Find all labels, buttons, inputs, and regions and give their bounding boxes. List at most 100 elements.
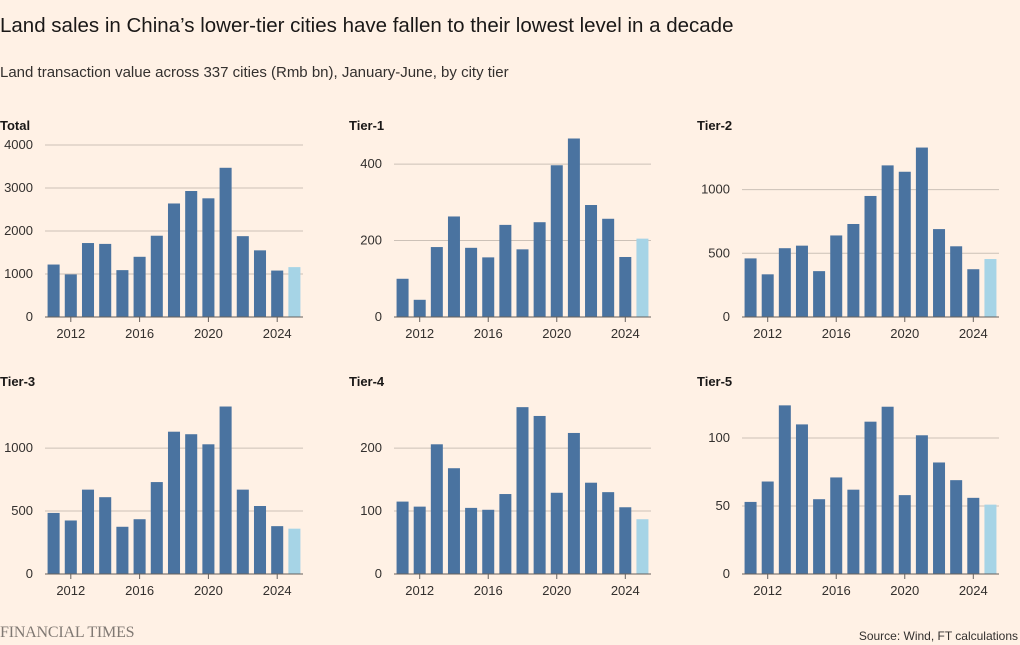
bar-2015 [813,271,826,317]
bar-2012 [413,299,426,317]
bar-2020 [202,444,215,574]
bar-2022 [585,482,598,574]
bar-2019 [881,165,894,317]
bar-2018 [516,407,529,574]
bar-2025 [984,504,997,574]
bar-2021 [219,167,232,317]
bar-2023 [602,492,615,574]
bar-2013 [778,405,791,574]
x-tick-label: 2020 [890,326,919,341]
bar-2023 [253,250,267,317]
bar-2012 [761,274,774,317]
bar-2024 [967,497,980,574]
bar-2024 [967,269,980,317]
bar-2015 [465,247,478,317]
x-tick-label: 2020 [194,583,223,598]
panel-tier-3: Tier-3 0 500 1000 2012 2016 2020 2024 [0,374,303,598]
panel-tier-2: Tier-2 0 500 1000 2012 2016 2020 2024 [697,118,999,341]
y-tick-label: 4000 [4,137,33,152]
y-tick-label: 0 [26,309,33,324]
bar-2014 [795,245,808,317]
bar-2019 [185,191,198,317]
bar-2013 [778,248,791,317]
x-tick-label: 2016 [822,583,851,598]
chart-subtitle: Land transaction value across 337 cities… [0,64,509,81]
bar-2019 [533,415,546,574]
bar-2012 [413,506,426,574]
bar-2025 [288,528,301,574]
panel-title: Tier-2 [697,118,732,133]
x-tick-label: 2016 [474,326,503,341]
bar-2023 [253,506,267,574]
y-tick-label: 500 [11,503,33,518]
bar-2018 [864,421,877,574]
x-tick-label: 2024 [263,326,292,341]
x-tick-label: 2020 [194,326,223,341]
bar-2020 [550,165,563,317]
bar-2017 [499,494,512,574]
bar-2016 [133,256,146,317]
bar-2025 [984,259,997,317]
bar-2011 [744,501,757,574]
x-tick-label: 2012 [753,583,782,598]
y-tick-label: 1000 [4,440,33,455]
bar-2023 [950,480,963,574]
x-tick-label: 2024 [611,326,640,341]
bar-2020 [898,495,911,574]
x-tick-label: 2020 [542,326,571,341]
ft-logo: FINANCIAL TIMES [0,624,135,641]
x-tick-label: 2024 [263,583,292,598]
bar-2019 [881,406,894,574]
y-tick-label: 0 [723,309,730,324]
x-tick-label: 2012 [753,326,782,341]
x-tick-label: 2016 [125,326,154,341]
bar-2020 [202,198,215,317]
panel-title: Tier-5 [697,374,732,389]
bar-2024 [271,270,284,317]
bar-2013 [430,247,443,317]
bar-2014 [795,424,808,574]
x-tick-label: 2012 [405,583,434,598]
bar-2018 [167,431,181,574]
y-tick-label: 400 [360,156,382,171]
bar-2011 [396,278,409,317]
x-tick-label: 2012 [56,583,85,598]
y-tick-label: 1000 [4,266,33,281]
x-tick-label: 2012 [405,326,434,341]
bar-2012 [64,520,77,574]
y-tick-label: 2000 [4,223,33,238]
bar-2025 [636,238,649,317]
bar-2021 [567,138,580,317]
bar-2016 [133,519,146,574]
y-tick-label: 100 [360,503,382,518]
bar-2011 [396,501,409,574]
bar-2013 [81,243,95,317]
panel-tier-5: Tier-5 0 50 100 2012 2016 2020 2024 [697,374,999,598]
y-tick-label: 500 [708,245,730,260]
y-tick-label: 50 [716,498,730,513]
bar-2016 [830,477,843,574]
bar-2024 [619,256,632,317]
y-tick-label: 0 [26,566,33,581]
bar-2018 [167,203,181,317]
panel-title: Tier-1 [349,118,384,133]
y-tick-label: 0 [723,566,730,581]
bar-2018 [864,195,877,317]
source-note: Source: Wind, FT calculations [858,629,1018,643]
bar-2017 [499,224,512,317]
x-tick-label: 2012 [56,326,85,341]
x-tick-label: 2020 [890,583,919,598]
bar-2020 [550,492,563,574]
x-tick-label: 2020 [542,583,571,598]
bar-2015 [813,499,826,574]
bar-2015 [465,507,478,574]
x-tick-label: 2024 [959,583,988,598]
bar-2024 [619,507,632,574]
bar-2014 [447,468,460,574]
bar-2019 [185,434,198,574]
bar-2019 [533,222,546,317]
panel-title: Tier-3 [0,374,35,389]
bar-2022 [933,462,946,574]
bar-2017 [150,482,163,574]
bar-2022 [585,205,598,317]
